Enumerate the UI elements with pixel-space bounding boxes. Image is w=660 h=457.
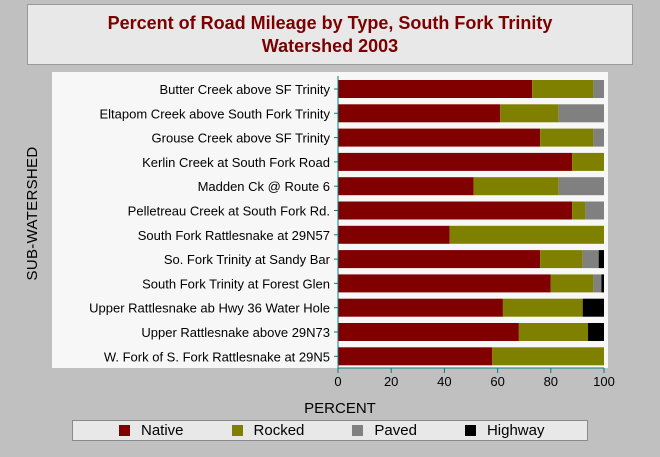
category-label-1: Butter Creek above SF Trinity — [159, 82, 330, 97]
legend-label-native: Native — [141, 422, 184, 439]
x-tick-label-40: 40 — [437, 374, 451, 389]
bar-native-5 — [338, 177, 474, 196]
bar-paved-3 — [593, 128, 604, 147]
bar-rocked-7 — [449, 225, 604, 244]
legend-label-rocked: Rocked — [253, 422, 305, 439]
category-label-4: Kerlin Creek at South Fork Road — [142, 155, 330, 170]
bar-paved-6 — [585, 201, 604, 220]
bar-rocked-3 — [540, 128, 594, 147]
bar-rocked-10 — [502, 298, 583, 317]
bar-native-9 — [338, 274, 551, 293]
x-tick-label-20: 20 — [384, 374, 398, 389]
bar-paved-5 — [558, 177, 604, 196]
legend-label-paved: Paved — [374, 422, 417, 439]
category-label-5: Madden Ck @ Route 6 — [198, 179, 330, 194]
bar-native-4 — [338, 152, 573, 171]
bar-native-6 — [338, 201, 573, 220]
bar-highway-10 — [582, 298, 604, 317]
bar-highway-8 — [598, 250, 604, 269]
chart-title-box: Percent of Road Mileage by Type, South F… — [27, 4, 633, 65]
bar-paved-9 — [593, 274, 602, 293]
category-label-12: W. Fork of S. Fork Rattlesnake at 29N5 — [104, 349, 330, 364]
bar-paved-1 — [593, 80, 604, 98]
category-label-2: Eltapom Creek above South Fork Trinity — [100, 106, 331, 121]
legend-swatch-rocked — [231, 425, 243, 436]
bar-paved-8 — [582, 250, 599, 269]
legend-item-paved: Paved — [352, 422, 417, 439]
bar-rocked-11 — [518, 323, 589, 341]
legend-label-highway: Highway — [486, 422, 545, 439]
bar-rocked-6 — [572, 201, 586, 220]
bar-rocked-9 — [550, 274, 594, 293]
bar-rocked-2 — [500, 104, 559, 123]
bar-native-3 — [338, 128, 541, 147]
bar-rocked-8 — [540, 250, 583, 269]
category-label-7: South Fork Rattlesnake at 29N57 — [138, 228, 330, 243]
bar-native-11 — [338, 323, 519, 341]
x-tick-label-100: 100 — [593, 374, 615, 389]
x-tick-label-0: 0 — [334, 374, 341, 389]
bar-native-12 — [338, 347, 493, 366]
bar-highway-9 — [601, 274, 604, 293]
bar-native-7 — [338, 225, 450, 244]
bar-rocked-12 — [492, 347, 604, 366]
category-label-10: Upper Rattlesnake ab Hwy 36 Water Hole — [89, 301, 330, 316]
category-label-3: Grouse Creek above SF Trinity — [152, 131, 331, 146]
bar-native-8 — [338, 250, 541, 269]
chart-title: Percent of Road Mileage by Type, South F… — [107, 12, 553, 56]
bar-native-2 — [338, 104, 501, 123]
legend-swatch-native — [119, 425, 130, 436]
x-axis-label: PERCENT — [304, 400, 376, 417]
legend-swatch-highway — [464, 425, 476, 436]
category-label-8: So. Fork Trinity at Sandy Bar — [164, 252, 331, 267]
bar-rocked-1 — [532, 80, 594, 98]
bar-rocked-5 — [473, 177, 559, 196]
bar-native-10 — [338, 298, 503, 317]
category-label-6: Pelletreau Creek at South Fork Rd. — [128, 204, 330, 219]
bar-native-1 — [338, 80, 533, 98]
x-tick-label-60: 60 — [490, 374, 504, 389]
bar-highway-11 — [588, 323, 604, 341]
x-tick-label-80: 80 — [544, 374, 558, 389]
legend-item-native: Native — [119, 422, 184, 439]
bar-paved-2 — [558, 104, 604, 123]
legend-item-rocked: Rocked — [231, 422, 305, 439]
legend: Native Rocked Paved Highway — [72, 420, 588, 441]
y-axis-label: SUB-WATERSHED — [24, 146, 41, 281]
bar-rocked-4 — [572, 152, 604, 171]
legend-swatch-paved — [352, 425, 364, 436]
legend-item-highway: Highway — [464, 422, 545, 439]
category-label-11: Upper Rattlesnake above 29N73 — [141, 325, 330, 340]
category-label-9: South Fork Trinity at Forest Glen — [142, 276, 330, 291]
